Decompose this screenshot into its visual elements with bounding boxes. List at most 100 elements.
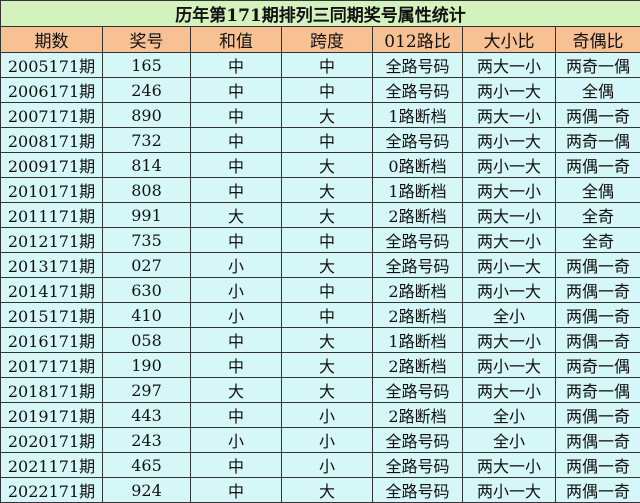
cell-size-ratio: 全小 — [463, 303, 556, 328]
header-route-ratio: 012路比 — [373, 27, 463, 53]
cell-size-ratio: 两大一小 — [463, 228, 556, 253]
cell-number: 630 — [103, 278, 191, 303]
cell-period: 2011171期 — [1, 203, 103, 228]
cell-parity-ratio: 两奇一偶 — [556, 128, 640, 153]
cell-size-ratio: 两小一大 — [463, 478, 556, 503]
cell-parity-ratio: 两偶一奇 — [556, 403, 640, 428]
cell-number: 246 — [103, 78, 191, 103]
header-sum: 和值 — [191, 27, 282, 53]
cell-sum: 中 — [191, 328, 282, 353]
table-title: 历年第171期排列三同期奖号属性统计 — [1, 1, 640, 27]
cell-size-ratio: 两大一小 — [463, 203, 556, 228]
cell-span: 大 — [282, 153, 373, 178]
header-size-ratio: 大小比 — [463, 27, 556, 53]
cell-sum: 小 — [191, 428, 282, 453]
cell-period: 2014171期 — [1, 278, 103, 303]
cell-size-ratio: 两大一小 — [463, 378, 556, 403]
cell-period: 2015171期 — [1, 303, 103, 328]
cell-span: 大 — [282, 253, 373, 278]
header-period: 期数 — [1, 27, 103, 53]
cell-size-ratio: 两小一大 — [463, 78, 556, 103]
cell-number: 890 — [103, 103, 191, 128]
cell-parity-ratio: 全偶 — [556, 178, 640, 203]
cell-sum: 中 — [191, 353, 282, 378]
cell-number: 443 — [103, 403, 191, 428]
header-span: 跨度 — [282, 27, 373, 53]
cell-parity-ratio: 两偶一奇 — [556, 453, 640, 478]
cell-size-ratio: 两小一大 — [463, 153, 556, 178]
cell-span: 中 — [282, 128, 373, 153]
cell-number: 410 — [103, 303, 191, 328]
cell-number: 735 — [103, 228, 191, 253]
cell-sum: 中 — [191, 228, 282, 253]
cell-period: 2016171期 — [1, 328, 103, 353]
cell-sum: 中 — [191, 153, 282, 178]
cell-route-ratio: 全路号码 — [373, 478, 463, 503]
cell-period: 2020171期 — [1, 428, 103, 453]
header-number: 奖号 — [103, 27, 191, 53]
cell-span: 大 — [282, 203, 373, 228]
cell-parity-ratio: 两奇一偶 — [556, 353, 640, 378]
cell-period: 2006171期 — [1, 78, 103, 103]
cell-span: 大 — [282, 353, 373, 378]
cell-span: 中 — [282, 303, 373, 328]
cell-route-ratio: 全路号码 — [373, 53, 463, 78]
cell-number: 465 — [103, 453, 191, 478]
cell-period: 2010171期 — [1, 178, 103, 203]
cell-sum: 大 — [191, 203, 282, 228]
cell-route-ratio: 全路号码 — [373, 453, 463, 478]
cell-span: 小 — [282, 428, 373, 453]
cell-period: 2009171期 — [1, 153, 103, 178]
cell-parity-ratio: 两偶一奇 — [556, 303, 640, 328]
header-parity-ratio: 奇偶比 — [556, 27, 640, 53]
cell-size-ratio: 全小 — [463, 428, 556, 453]
cell-size-ratio: 两小一大 — [463, 253, 556, 278]
cell-sum: 小 — [191, 253, 282, 278]
cell-period: 2012171期 — [1, 228, 103, 253]
cell-sum: 中 — [191, 403, 282, 428]
cell-parity-ratio: 两偶一奇 — [556, 428, 640, 453]
cell-parity-ratio: 两偶一奇 — [556, 478, 640, 503]
cell-sum: 中 — [191, 478, 282, 503]
cell-span: 小 — [282, 453, 373, 478]
cell-period: 2018171期 — [1, 378, 103, 403]
cell-route-ratio: 全路号码 — [373, 378, 463, 403]
cell-period: 2005171期 — [1, 53, 103, 78]
cell-route-ratio: 2路断档 — [373, 203, 463, 228]
cell-parity-ratio: 两偶一奇 — [556, 103, 640, 128]
cell-sum: 小 — [191, 278, 282, 303]
cell-number: 027 — [103, 253, 191, 278]
cell-span: 大 — [282, 103, 373, 128]
cell-sum: 中 — [191, 453, 282, 478]
cell-route-ratio: 2路断档 — [373, 303, 463, 328]
cell-sum: 中 — [191, 78, 282, 103]
cell-size-ratio: 两小一大 — [463, 353, 556, 378]
cell-span: 大 — [282, 378, 373, 403]
cell-parity-ratio: 全奇 — [556, 228, 640, 253]
cell-number: 297 — [103, 378, 191, 403]
cell-span: 中 — [282, 53, 373, 78]
cell-number: 243 — [103, 428, 191, 453]
cell-sum: 中 — [191, 178, 282, 203]
cell-number: 058 — [103, 328, 191, 353]
cell-size-ratio: 两小一大 — [463, 128, 556, 153]
cell-route-ratio: 全路号码 — [373, 78, 463, 103]
cell-number: 190 — [103, 353, 191, 378]
cell-span: 大 — [282, 178, 373, 203]
cell-route-ratio: 0路断档 — [373, 153, 463, 178]
cell-size-ratio: 两大一小 — [463, 178, 556, 203]
cell-parity-ratio: 两奇一偶 — [556, 53, 640, 78]
cell-span: 中 — [282, 278, 373, 303]
cell-span: 中 — [282, 228, 373, 253]
